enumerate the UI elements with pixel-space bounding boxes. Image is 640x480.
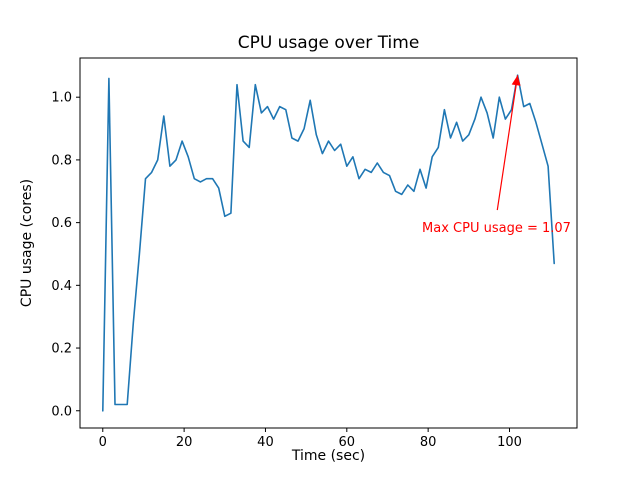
x-tick-label: 0 [99,435,107,450]
x-tick-label: 60 [339,435,356,450]
annotation-arrow-head [511,75,521,86]
x-tick-label: 80 [420,435,437,450]
y-axis-label: CPU usage (cores) [19,178,35,308]
x-tick-label: 40 [257,435,274,450]
y-tick-label: 0.0 [51,404,72,419]
cpu-usage-line [102,74,556,412]
y-tick-label: 0.8 [51,153,72,168]
x-axis-label: Time (sec) [291,448,366,464]
plot-frame [79,57,578,429]
max-annotation-text: Max CPU usage = 1.07 [422,221,571,236]
annotation-arrow-line [496,75,519,211]
y-tick-label: 1.0 [51,91,72,106]
y-tick-label: 0.6 [51,216,72,231]
y-tick-label: 0.4 [51,279,72,294]
x-tick-label: 20 [176,435,193,450]
chart-title: CPU usage over Time [237,33,420,53]
y-tick-label: 0.2 [51,342,72,357]
x-tick-label: 100 [497,435,522,450]
